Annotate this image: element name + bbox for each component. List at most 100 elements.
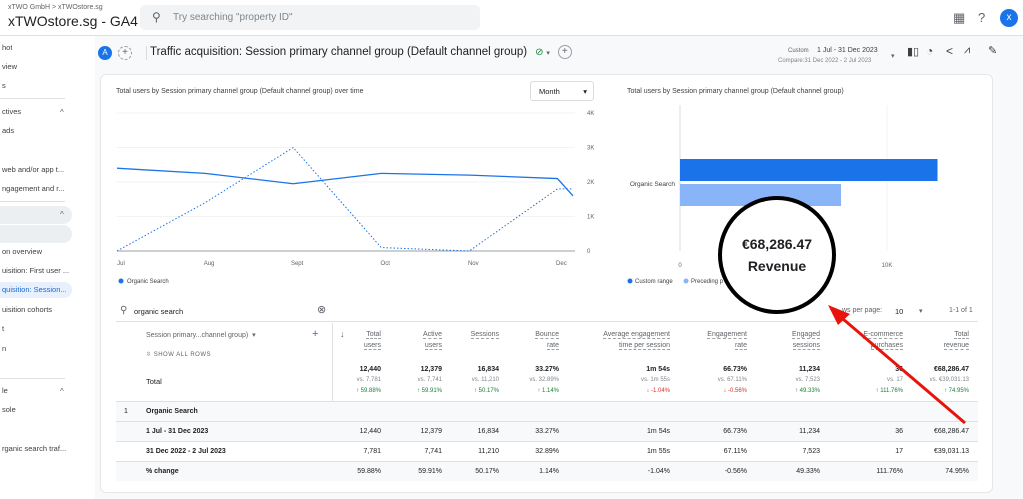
cell-value: 11,210 bbox=[478, 448, 499, 455]
apps-grid-icon[interactable]: ▦ bbox=[953, 10, 966, 25]
rows-per-page-label: ws per page: bbox=[842, 307, 883, 314]
add-icon[interactable]: + bbox=[557, 45, 572, 59]
sidebar-item[interactable]: on overview bbox=[2, 247, 43, 256]
sidebar-item[interactable]: hot bbox=[2, 43, 13, 52]
insights-icon[interactable]: ◔ bbox=[926, 44, 934, 58]
sidebar-item[interactable]: t bbox=[2, 324, 5, 333]
column-header-line2: revenue bbox=[943, 342, 969, 350]
breadcrumb[interactable]: xTWO GmbH > xTWOstore.sg bbox=[8, 4, 103, 11]
sidebar-item[interactable]: ngagement and r... bbox=[2, 184, 65, 193]
date-range[interactable]: 1 Jul - 31 Dec 2023 bbox=[817, 47, 878, 54]
compare-range[interactable]: Compare:31 Dec 2022 - 2 Jul 2023 bbox=[778, 58, 872, 64]
chevron-up-icon[interactable]: ^ bbox=[60, 108, 64, 117]
column-header-line1: Average engagement bbox=[603, 331, 670, 339]
avatar[interactable]: x bbox=[1000, 9, 1018, 27]
share-icon[interactable]: < bbox=[946, 44, 954, 58]
column-header-line2: rate bbox=[546, 342, 559, 350]
clear-search-icon[interactable]: ⊗ bbox=[317, 304, 327, 316]
sidebar-item[interactable]: uisition: First user ... bbox=[2, 266, 70, 275]
table-row-group[interactable]: 1 Organic Search bbox=[116, 401, 978, 421]
row-index: 1 bbox=[124, 408, 128, 415]
granularity-select[interactable]: Month ▾ bbox=[530, 81, 594, 101]
total-compare-value: vs. 17 bbox=[886, 377, 903, 383]
edit-icon[interactable]: ✎ bbox=[988, 45, 998, 57]
granularity-value: Month bbox=[539, 87, 560, 96]
sidebar-section[interactable]: le bbox=[2, 386, 8, 395]
trend-icon[interactable]: ⩘ bbox=[964, 44, 971, 56]
cell-value: 7,523 bbox=[802, 448, 820, 455]
x-tick-label: Jul bbox=[117, 261, 125, 267]
dimension-selector[interactable]: Session primary...channel group) ▾ bbox=[146, 332, 256, 339]
add-dimension-icon[interactable]: + bbox=[312, 328, 319, 340]
column-header-line1: Active bbox=[422, 331, 442, 339]
cell-value: 1.14% bbox=[539, 468, 559, 475]
sidebar-item[interactable]: view bbox=[2, 62, 18, 71]
rows-per-page-select[interactable]: 10 bbox=[895, 307, 904, 316]
total-label: Total bbox=[146, 377, 162, 386]
search-input[interactable]: ⚲ Try searching "property ID" bbox=[140, 5, 480, 30]
sidebar-item[interactable]: n bbox=[2, 344, 7, 353]
check-circle-icon[interactable]: ⊘ ▾ bbox=[535, 46, 550, 58]
sidebar-section-acquisition[interactable] bbox=[0, 206, 72, 224]
cell-value: 67.11% bbox=[723, 448, 747, 455]
comparison-badge[interactable]: A bbox=[98, 46, 112, 60]
add-comparison-icon[interactable]: + bbox=[118, 46, 132, 60]
column-header[interactable]: Total users bbox=[363, 329, 381, 351]
show-all-rows-button[interactable]: ⇳ SHOW ALL ROWS bbox=[146, 352, 211, 358]
property-selector[interactable]: xTWOstore.sg - GA4 ▾ bbox=[8, 13, 149, 29]
total-change: ↑ 50.17% bbox=[473, 388, 499, 394]
chevron-up-icon[interactable]: ^ bbox=[60, 210, 64, 219]
column-header[interactable]: Engaged sessions bbox=[791, 329, 820, 351]
sidebar-item[interactable]: web and/or app t... bbox=[2, 165, 65, 174]
cell-value: 12,440 bbox=[359, 428, 381, 435]
sidebar-item[interactable]: rganic search traf... bbox=[2, 444, 67, 453]
sidebar-item[interactable]: s bbox=[2, 81, 6, 90]
sidebar-item[interactable]: ads bbox=[2, 126, 15, 135]
cell-value: 59.91% bbox=[418, 468, 442, 475]
column-header-line1: Total bbox=[954, 331, 969, 339]
date-dropdown-icon[interactable]: ▾ bbox=[891, 53, 895, 60]
table-row[interactable]: 1 Jul - 31 Dec 2023 12,440 12,379 16,834 33.… bbox=[116, 421, 978, 441]
compare-icon[interactable]: ▮▯ bbox=[907, 46, 920, 58]
total-compare-value: vs. 7,781 bbox=[356, 377, 381, 383]
total-value: 36 bbox=[895, 366, 903, 373]
column-header-line1: Total bbox=[366, 331, 381, 339]
cell-value: 7,741 bbox=[424, 448, 442, 455]
divider bbox=[146, 46, 147, 60]
y-tick-label: 2K bbox=[587, 180, 594, 186]
sidebar-item-acquisition[interactable] bbox=[0, 225, 72, 243]
table-search-input[interactable]: organic search bbox=[134, 307, 184, 316]
total-value: €68,286.47 bbox=[933, 366, 969, 373]
chevron-up-icon[interactable]: ^ bbox=[60, 387, 64, 396]
divider bbox=[332, 323, 333, 478]
sidebar-item[interactable]: sole bbox=[2, 405, 16, 414]
category-label: Organic Search bbox=[630, 181, 676, 188]
column-header[interactable]: Engagement rate bbox=[707, 329, 747, 351]
total-compare-value: vs. €39,031.13 bbox=[929, 377, 969, 383]
cell-value: 74.95% bbox=[945, 468, 969, 475]
column-header[interactable]: Total revenue bbox=[943, 329, 969, 351]
help-icon[interactable]: ? bbox=[978, 10, 986, 25]
legend-dot bbox=[627, 278, 633, 284]
column-header-line2: users bbox=[363, 342, 381, 350]
column-header[interactable]: Bounce rate bbox=[535, 329, 559, 351]
column-header[interactable]: Sessions bbox=[470, 329, 499, 340]
sort-arrow-icon[interactable]: ↓ bbox=[340, 329, 345, 339]
sidebar-item[interactable]: uisition cohorts bbox=[2, 305, 53, 314]
chevron-down-icon[interactable]: ▾ bbox=[919, 308, 923, 315]
cell-value: 1m 54s bbox=[647, 428, 670, 435]
column-header[interactable]: Average engagement time per session bbox=[603, 329, 670, 351]
cell-value: 36 bbox=[895, 428, 903, 435]
cell-value: 111.76% bbox=[876, 468, 903, 475]
sidebar-item-traffic-acquisition[interactable]: quisition: Session... bbox=[0, 282, 72, 298]
column-header-line1: Engaged bbox=[791, 331, 820, 339]
total-compare-value: vs. 67.11% bbox=[717, 377, 747, 383]
cell-value: 33.27% bbox=[535, 428, 559, 435]
table-row[interactable]: % change 59.88% 59.91% 50.17% 1.14% -1.04% -0.… bbox=[116, 461, 978, 481]
column-header[interactable]: E-commerce purchases bbox=[863, 329, 903, 351]
title-bar: Traffic acquisition: Session primary cha… bbox=[150, 44, 572, 60]
sidebar-section[interactable]: ctives bbox=[2, 107, 22, 116]
table-row[interactable]: 31 Dec 2022 - 2 Jul 2023 7,781 7,741 11,210… bbox=[116, 441, 978, 461]
column-header-line2: users bbox=[424, 342, 442, 350]
column-header[interactable]: Active users bbox=[422, 329, 442, 351]
